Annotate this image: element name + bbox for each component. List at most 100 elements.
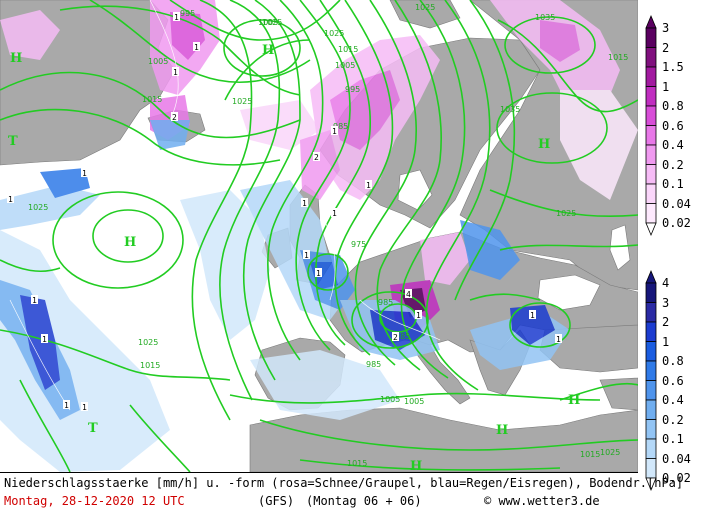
high-pressure-marker: H — [496, 423, 508, 438]
isobar-label: 1035 — [535, 13, 555, 22]
legend-label: 0.6 — [662, 373, 684, 388]
legend-label: 3 — [662, 21, 670, 35]
legend-swatch — [645, 144, 657, 165]
chart-footer: Niederschlagsstaerke [mm/h] u. -form (ro… — [0, 472, 683, 513]
legend-label: 1 — [662, 334, 670, 349]
white-contour — [359, 299, 441, 341]
precip-label-bg — [313, 152, 320, 161]
isobar-labels: 9951005102510151015100599510251025103510… — [28, 3, 628, 468]
isobar-label: 1015 — [580, 450, 600, 459]
valid-date: Montag, 28-12-2020 12 UTC — [4, 494, 185, 508]
rain-area — [0, 230, 170, 472]
isobar-line — [242, 0, 301, 381]
legend-label: 0.2 — [662, 412, 684, 427]
isobar-label: 985 — [395, 332, 410, 341]
legend-swatch — [645, 321, 657, 342]
legend-label: 1.5 — [662, 60, 684, 74]
isobar-line — [224, 39, 311, 101]
legend-label: 0.8 — [662, 99, 684, 113]
isobar-line — [351, 291, 429, 349]
isobar-line — [229, 392, 601, 404]
precip-max-label: 1 — [416, 311, 421, 320]
isobar-line — [315, 0, 372, 346]
isobar-line — [59, 5, 301, 96]
precipitation-map: 995 1005 1025 1015 1015 1005 995 1025 1025 1035 10… — [0, 0, 638, 472]
isobar-label: 1005 — [404, 397, 424, 406]
legend-swatch — [645, 438, 657, 459]
rain-area — [150, 120, 190, 150]
precip-label-bg — [63, 400, 70, 409]
isobar-line — [504, 16, 596, 74]
precip-max-label: 2 — [314, 153, 319, 162]
precip-max-label: 1 — [8, 195, 13, 204]
isobar-line — [334, 0, 394, 356]
precip-label-bg — [31, 295, 38, 304]
legend-swatch — [645, 399, 657, 420]
isobar-line — [499, 244, 638, 251]
isobar-line — [497, 19, 638, 113]
isobar-label: 1015 — [347, 459, 367, 468]
isobar-label: 1005 — [335, 61, 355, 70]
legend-swatch — [645, 86, 657, 107]
precip-label-bg — [529, 310, 536, 319]
precip-label-bg — [405, 289, 412, 298]
legend-label: 0.04 — [662, 451, 691, 466]
precip-max-label: 1 — [304, 251, 309, 260]
isobar-line — [191, 0, 253, 421]
isobar-line — [307, 253, 349, 291]
isobar-label: 1015 — [140, 361, 160, 370]
precip-label-bg — [315, 268, 322, 277]
isobar-label: 1015 — [338, 45, 358, 54]
isobar-line — [169, 0, 341, 41]
isobar-line — [52, 191, 184, 289]
rain-area — [40, 168, 90, 198]
rain-area — [510, 305, 555, 345]
precip-max-label: 1 — [32, 296, 37, 305]
precip-label-bg — [301, 198, 308, 207]
precip-max-label: 1 — [302, 199, 307, 208]
low-pressure-marker: T — [88, 421, 98, 436]
legend-arrow-top — [645, 14, 657, 29]
precip-max-label: 1 — [194, 43, 199, 52]
isobar-line — [299, 459, 561, 471]
legend-swatch — [645, 419, 657, 440]
legend-arrow-bottom — [645, 222, 657, 237]
isobar-line — [19, 379, 71, 472]
isobar-label: 995 — [180, 9, 195, 18]
isobar-line — [0, 71, 301, 139]
legend-arrow-bottom — [645, 477, 657, 492]
legend-label: 0.04 — [662, 196, 691, 211]
legend-swatch — [645, 125, 657, 146]
legend-swatch — [645, 203, 657, 224]
white-contour — [149, 0, 179, 121]
precip-label-bg — [331, 126, 338, 135]
isobar-label: 1015 — [142, 95, 162, 104]
legend-swatch — [645, 27, 657, 48]
legend-swatch — [645, 47, 657, 68]
isobar-label: 1025 — [28, 203, 48, 212]
rain-area — [180, 190, 270, 340]
legend-swatch — [645, 66, 657, 87]
isobar-line — [469, 293, 541, 301]
precip-max-label: 2 — [172, 113, 177, 122]
precip-label-bg — [41, 334, 48, 343]
isobar-line — [92, 209, 164, 263]
legend-label: 1 — [662, 79, 670, 94]
isobar-line — [496, 92, 608, 164]
isobar-line — [509, 302, 571, 348]
precip-max-label: 1 — [82, 403, 87, 412]
precip-max-label: 1 — [332, 127, 337, 136]
italy-land — [414, 339, 471, 405]
precip-max-label: 1 — [366, 181, 371, 190]
north-africa-land — [249, 407, 638, 472]
high-pressure-marker: H — [10, 51, 22, 66]
copyright-link[interactable]: © www.wetter3.de — [484, 494, 600, 508]
high-pressure-marker: H — [538, 137, 550, 152]
model-run: (Montag 06 + 06) — [306, 494, 422, 508]
snow-legend-bar — [645, 14, 657, 237]
precip-label-bg — [171, 112, 178, 121]
high-pressure-marker: H — [124, 235, 136, 250]
legend-label: 4 — [662, 276, 670, 290]
isobar-label: 985 — [333, 122, 348, 131]
